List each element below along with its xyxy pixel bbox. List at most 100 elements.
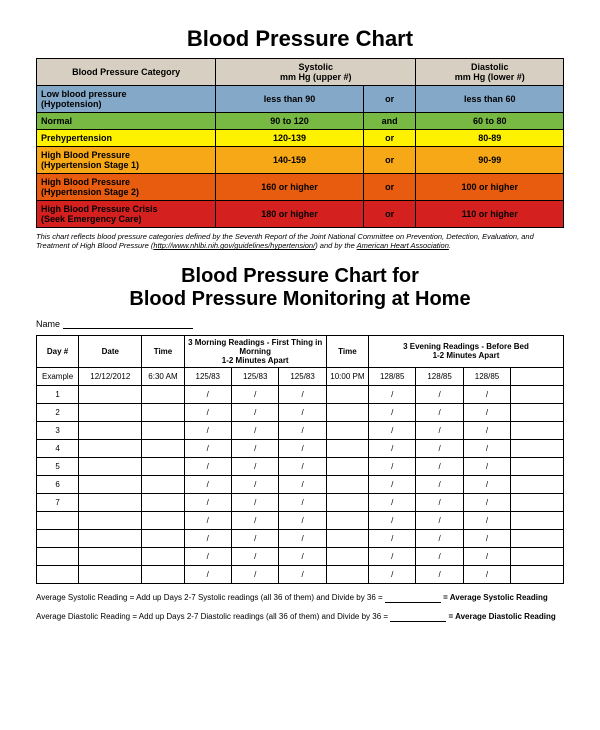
log-cell[interactable] bbox=[142, 439, 184, 457]
log-cell[interactable] bbox=[511, 529, 564, 547]
log-cell[interactable]: / bbox=[184, 547, 231, 565]
log-cell[interactable]: / bbox=[368, 421, 415, 439]
log-cell[interactable] bbox=[326, 493, 368, 511]
log-cell[interactable]: / bbox=[463, 457, 510, 475]
log-cell[interactable]: / bbox=[279, 529, 326, 547]
log-cell[interactable]: / bbox=[416, 547, 463, 565]
log-cell[interactable]: / bbox=[463, 511, 510, 529]
log-cell[interactable] bbox=[37, 529, 79, 547]
log-cell[interactable]: / bbox=[231, 475, 278, 493]
log-cell[interactable] bbox=[142, 421, 184, 439]
log-cell[interactable]: / bbox=[184, 529, 231, 547]
avg-diastolic-blank[interactable] bbox=[390, 621, 446, 622]
log-cell[interactable] bbox=[511, 439, 564, 457]
log-cell[interactable]: / bbox=[463, 385, 510, 403]
log-cell[interactable]: / bbox=[231, 529, 278, 547]
log-cell[interactable]: / bbox=[463, 421, 510, 439]
log-cell[interactable] bbox=[142, 511, 184, 529]
log-cell[interactable] bbox=[142, 475, 184, 493]
log-cell[interactable] bbox=[37, 547, 79, 565]
log-cell[interactable]: / bbox=[416, 421, 463, 439]
log-cell[interactable]: 3 bbox=[37, 421, 79, 439]
log-cell[interactable] bbox=[326, 439, 368, 457]
log-cell[interactable]: / bbox=[184, 565, 231, 583]
log-cell[interactable]: / bbox=[416, 493, 463, 511]
log-cell[interactable] bbox=[511, 457, 564, 475]
log-cell[interactable]: / bbox=[368, 493, 415, 511]
avg-systolic-blank[interactable] bbox=[385, 602, 441, 603]
log-cell[interactable]: 7 bbox=[37, 493, 79, 511]
log-cell[interactable]: / bbox=[279, 475, 326, 493]
log-cell[interactable] bbox=[79, 403, 142, 421]
log-cell[interactable] bbox=[511, 547, 564, 565]
log-cell[interactable]: / bbox=[184, 493, 231, 511]
log-cell[interactable] bbox=[511, 421, 564, 439]
log-cell[interactable]: / bbox=[416, 529, 463, 547]
log-cell[interactable] bbox=[142, 547, 184, 565]
log-cell[interactable] bbox=[79, 439, 142, 457]
log-cell[interactable] bbox=[79, 457, 142, 475]
log-cell[interactable] bbox=[326, 529, 368, 547]
log-cell[interactable]: / bbox=[231, 439, 278, 457]
log-cell[interactable]: / bbox=[279, 439, 326, 457]
log-cell[interactable]: / bbox=[279, 385, 326, 403]
log-cell[interactable] bbox=[142, 529, 184, 547]
log-cell[interactable] bbox=[326, 565, 368, 583]
log-cell[interactable]: / bbox=[463, 475, 510, 493]
log-cell[interactable] bbox=[511, 493, 564, 511]
log-cell[interactable]: / bbox=[231, 421, 278, 439]
log-cell[interactable]: / bbox=[231, 385, 278, 403]
log-cell[interactable]: / bbox=[463, 547, 510, 565]
log-cell[interactable]: / bbox=[184, 403, 231, 421]
log-cell[interactable]: / bbox=[368, 439, 415, 457]
log-cell[interactable] bbox=[79, 421, 142, 439]
log-cell[interactable] bbox=[511, 475, 564, 493]
log-cell[interactable] bbox=[79, 511, 142, 529]
log-cell[interactable] bbox=[326, 511, 368, 529]
log-cell[interactable]: 4 bbox=[37, 439, 79, 457]
log-cell[interactable]: / bbox=[279, 421, 326, 439]
log-cell[interactable]: / bbox=[463, 493, 510, 511]
log-cell[interactable]: / bbox=[279, 403, 326, 421]
log-cell[interactable]: / bbox=[184, 457, 231, 475]
log-cell[interactable]: / bbox=[184, 439, 231, 457]
log-cell[interactable]: / bbox=[279, 493, 326, 511]
log-cell[interactable]: 6 bbox=[37, 475, 79, 493]
log-cell[interactable]: / bbox=[416, 385, 463, 403]
log-cell[interactable]: 2 bbox=[37, 403, 79, 421]
log-cell[interactable] bbox=[511, 385, 564, 403]
log-cell[interactable]: / bbox=[368, 529, 415, 547]
log-cell[interactable] bbox=[142, 565, 184, 583]
log-cell[interactable]: / bbox=[231, 511, 278, 529]
log-cell[interactable]: / bbox=[279, 457, 326, 475]
log-cell[interactable] bbox=[79, 385, 142, 403]
log-cell[interactable]: / bbox=[416, 565, 463, 583]
log-cell[interactable] bbox=[79, 547, 142, 565]
log-cell[interactable]: / bbox=[231, 493, 278, 511]
log-cell[interactable] bbox=[79, 475, 142, 493]
log-cell[interactable] bbox=[326, 547, 368, 565]
log-cell[interactable]: / bbox=[279, 511, 326, 529]
log-cell[interactable]: / bbox=[184, 385, 231, 403]
log-cell[interactable]: / bbox=[368, 565, 415, 583]
log-cell[interactable] bbox=[142, 457, 184, 475]
log-cell[interactable] bbox=[326, 421, 368, 439]
log-cell[interactable]: / bbox=[416, 457, 463, 475]
log-cell[interactable] bbox=[79, 529, 142, 547]
log-cell[interactable] bbox=[142, 403, 184, 421]
log-cell[interactable]: / bbox=[279, 565, 326, 583]
log-cell[interactable]: / bbox=[368, 547, 415, 565]
log-cell[interactable] bbox=[142, 385, 184, 403]
log-cell[interactable] bbox=[37, 511, 79, 529]
log-cell[interactable] bbox=[79, 493, 142, 511]
log-cell[interactable]: / bbox=[416, 403, 463, 421]
log-cell[interactable]: 5 bbox=[37, 457, 79, 475]
log-cell[interactable]: / bbox=[231, 565, 278, 583]
log-cell[interactable] bbox=[326, 385, 368, 403]
log-cell[interactable]: / bbox=[368, 475, 415, 493]
log-cell[interactable]: / bbox=[368, 511, 415, 529]
log-cell[interactable]: / bbox=[368, 457, 415, 475]
log-cell[interactable]: / bbox=[279, 547, 326, 565]
log-cell[interactable] bbox=[37, 565, 79, 583]
log-cell[interactable]: / bbox=[368, 385, 415, 403]
